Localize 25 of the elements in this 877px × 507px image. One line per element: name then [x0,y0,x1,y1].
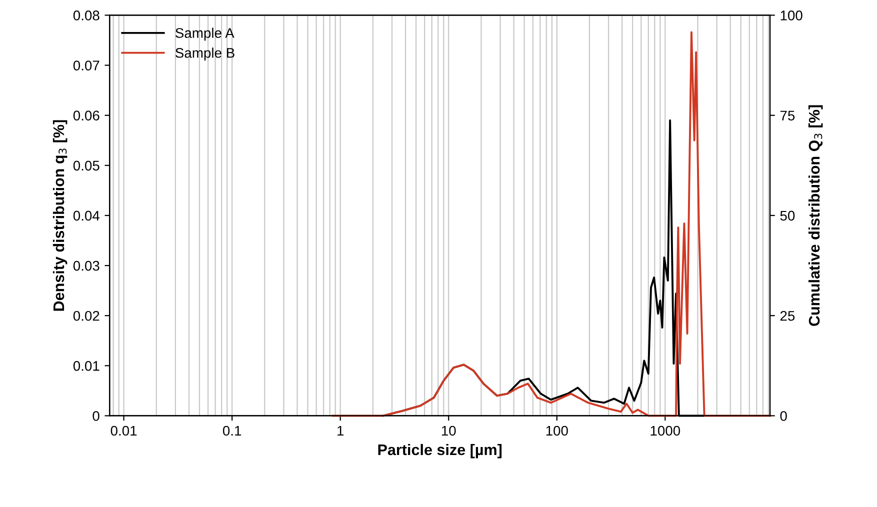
y2-tick-label: 100 [780,10,802,20]
x-tick-label: 10 [442,426,456,436]
y-tick-label: 0.05 [73,160,100,171]
x-tick-label: 1000 [650,426,680,436]
x-tick-label: 0.1 [222,426,242,436]
y2-axis-title: Cumulative distribution Q$_{3}$ [%] [808,105,823,326]
y2-tick-label: 0 [780,411,787,421]
y-tick-label: 0.02 [73,310,100,321]
y-tick-label: 0.07 [73,60,100,70]
y2-tick-label: 50 [780,210,795,221]
y-axis-title: Density distribution q$_{3}$ [%] [52,120,68,311]
y2-tick-label: 25 [780,310,795,321]
x-tick-label: 100 [546,426,568,436]
y-tick-label: 0 [92,411,100,421]
y-tick-label: 0.04 [73,210,100,221]
legend-label: Sample A [176,28,234,41]
x-tick-label: 0.01 [110,426,137,436]
x-tick-label: 1 [338,426,344,436]
y-tick-label: 0.03 [73,260,100,271]
legend-label: Sample B [176,48,234,61]
y-tick-label: 0.01 [73,361,100,371]
x-axis-title: Particle size [µm] [378,444,502,458]
y-tick-label: 0.08 [73,10,100,20]
y-tick-label: 0.06 [73,110,100,121]
y2-tick-label: 75 [780,110,795,121]
